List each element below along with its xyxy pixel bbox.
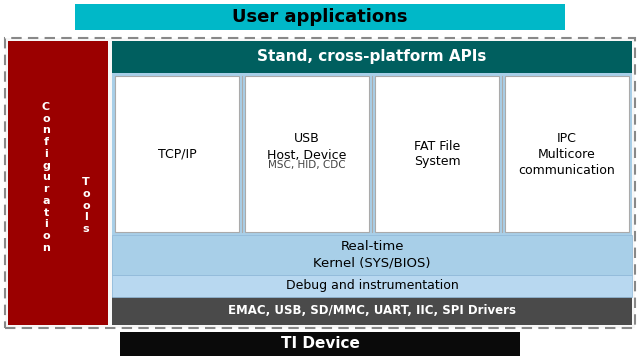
Text: Real-time
Kernel (SYS/BIOS): Real-time Kernel (SYS/BIOS): [313, 240, 431, 270]
FancyBboxPatch shape: [5, 38, 635, 328]
FancyBboxPatch shape: [112, 41, 632, 73]
FancyBboxPatch shape: [112, 235, 632, 275]
Text: C
o
n
f
i
g
u
r
a
t
i
o
n: C o n f i g u r a t i o n: [42, 102, 50, 253]
FancyBboxPatch shape: [375, 76, 499, 232]
Text: User applications: User applications: [232, 8, 408, 26]
FancyBboxPatch shape: [8, 41, 108, 325]
Text: USB
Host, Device: USB Host, Device: [268, 132, 347, 162]
Text: TCP/IP: TCP/IP: [157, 148, 196, 161]
Text: FAT File
System: FAT File System: [413, 139, 460, 168]
Text: MSC, HID, CDC: MSC, HID, CDC: [268, 160, 346, 170]
Text: TI Device: TI Device: [280, 337, 360, 351]
FancyBboxPatch shape: [112, 41, 632, 325]
FancyBboxPatch shape: [505, 76, 629, 232]
FancyBboxPatch shape: [245, 76, 369, 232]
Text: T
o
o
l
s: T o o l s: [82, 177, 90, 234]
FancyBboxPatch shape: [115, 76, 239, 232]
FancyBboxPatch shape: [112, 275, 632, 297]
FancyBboxPatch shape: [75, 4, 565, 30]
Text: Stand, cross-platform APIs: Stand, cross-platform APIs: [257, 49, 486, 64]
Text: EMAC, USB, SD/MMC, UART, IIC, SPI Drivers: EMAC, USB, SD/MMC, UART, IIC, SPI Driver…: [228, 305, 516, 318]
FancyBboxPatch shape: [120, 332, 520, 356]
FancyBboxPatch shape: [112, 297, 632, 325]
Text: Debug and instrumentation: Debug and instrumentation: [285, 279, 458, 292]
Text: IPC
Multicore
communication: IPC Multicore communication: [518, 131, 616, 176]
